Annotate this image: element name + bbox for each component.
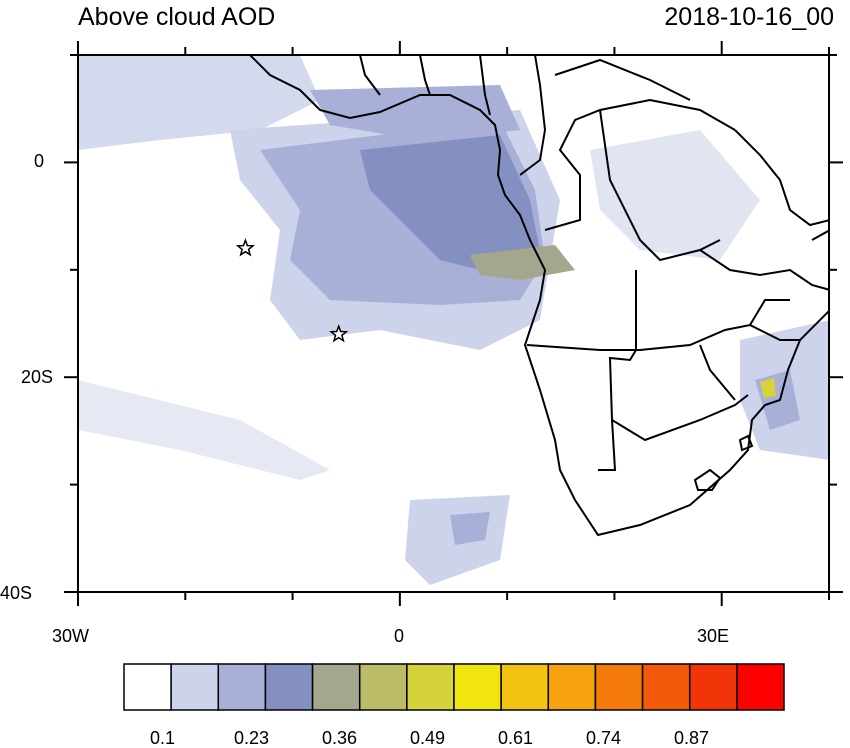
colorbar-swatch [264, 663, 314, 711]
aod-field [78, 55, 829, 585]
map-frame [77, 54, 830, 593]
colorbar-swatch [453, 663, 502, 711]
colorbar-label: 0.74 [586, 728, 622, 748]
colorbar-swatch [358, 663, 408, 711]
colorbar-label: 0.23 [234, 728, 270, 748]
colorbar-swatch [500, 663, 550, 711]
x-tick-label-30w: 30W [52, 626, 90, 646]
colorbar-swatch [170, 663, 220, 711]
map-title: Above cloud AOD [78, 3, 276, 31]
colorbar-swatch [217, 663, 267, 711]
colorbar-label: 0.36 [322, 728, 358, 748]
axis-ticks [64, 41, 843, 606]
colorbar [123, 663, 785, 711]
x-tick-label-30e: 30E [697, 626, 730, 646]
colorbar-swatch [688, 663, 738, 711]
colorbar-label: 0.1 [150, 728, 176, 748]
colorbar-label: 0.49 [410, 728, 446, 748]
colorbar-label: 0.61 [498, 728, 534, 748]
colorbar-swatch [311, 663, 361, 711]
map-timestamp: 2018-10-16_00 [664, 3, 834, 31]
colorbar-swatch [547, 663, 597, 711]
station-markers [235, 238, 349, 343]
star-marker-icon [329, 324, 349, 343]
colorbar-swatch [594, 663, 644, 711]
coastline [249, 55, 829, 537]
x-tick-label-0: 0 [394, 626, 405, 646]
colorbar-swatch [641, 663, 691, 711]
colorbar-label: 0.87 [674, 728, 710, 748]
y-tick-label-40s: 40S [0, 583, 33, 603]
colorbar-swatch [123, 663, 172, 711]
colorbar-swatch [406, 663, 455, 711]
y-tick-label-0: 0 [34, 151, 45, 171]
star-marker-icon [235, 238, 256, 257]
y-tick-label-20s: 20S [21, 367, 54, 387]
colorbar-swatch [736, 663, 785, 711]
